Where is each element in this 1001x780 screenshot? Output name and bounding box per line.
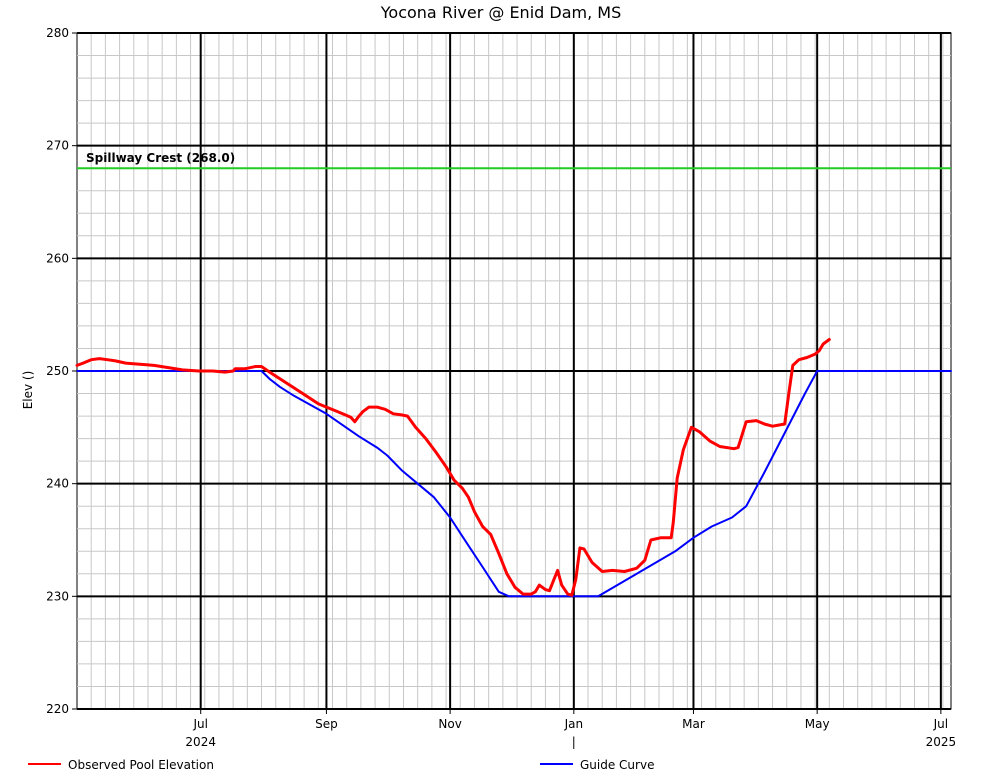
x-tick-sublabel: 2024 <box>185 735 216 749</box>
legend-label: Observed Pool Elevation <box>68 758 214 772</box>
series-layer <box>75 338 952 598</box>
x-tick-label: Sep <box>315 717 338 731</box>
y-axis-ticks: 220 230 240 250 260 270 280 <box>46 26 77 716</box>
y-tick-label: 250 <box>46 364 69 378</box>
y-axis-label: Elev () <box>21 371 35 410</box>
y-tick-label: 270 <box>46 139 69 153</box>
legend: Observed Pool Elevation Guide Curve <box>28 758 654 772</box>
x-tick-label: Mar <box>682 717 705 731</box>
legend-label: Guide Curve <box>580 758 654 772</box>
y-tick-label: 260 <box>46 251 69 265</box>
x-tick-label: Nov <box>438 717 461 731</box>
y-tick-label: 240 <box>46 477 69 491</box>
x-tick-sublabel: 2025 <box>926 735 957 749</box>
x-tick-sublabel: | <box>572 735 576 749</box>
reference-lines: Spillway Crest (268.0) <box>77 151 951 170</box>
y-tick-label: 220 <box>46 702 69 716</box>
x-tick-label: Jan <box>564 717 584 731</box>
observed-pool-elevation-line <box>75 338 831 597</box>
y-tick-label: 280 <box>46 26 69 40</box>
x-tick-label: Jul <box>933 717 948 731</box>
guide-curve-line <box>76 370 952 598</box>
spillway-crest-label: Spillway Crest (268.0) <box>86 151 235 165</box>
x-tick-label: Jul <box>192 717 207 731</box>
chart-title: Yocona River @ Enid Dam, MS <box>380 3 621 22</box>
y-tick-label: 230 <box>46 589 69 603</box>
x-axis-ticks: Jul 2024 Sep Nov Jan | Mar May Jul 2025 <box>185 709 956 749</box>
x-tick-label: May <box>805 717 830 731</box>
